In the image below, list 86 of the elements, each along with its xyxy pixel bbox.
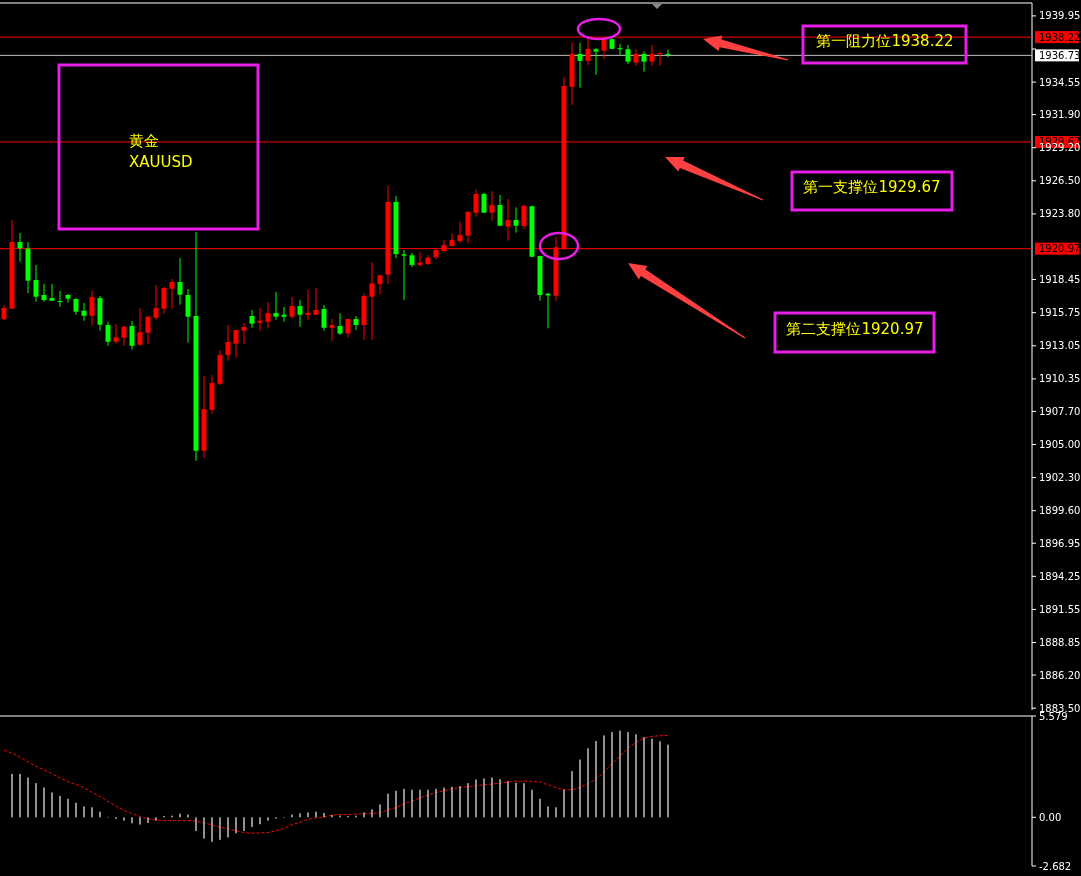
candlestick	[465, 210, 471, 244]
annotation: 第二支撑位1920.97	[786, 320, 924, 338]
candlestick	[497, 194, 503, 227]
candlestick	[257, 307, 263, 332]
y-tick-label: 1910.35	[1039, 373, 1081, 385]
candlestick	[65, 293, 71, 304]
candlestick	[401, 249, 407, 301]
candlestick	[225, 324, 231, 362]
candlestick	[337, 312, 343, 336]
candlestick	[313, 287, 319, 316]
candlestick	[521, 204, 527, 230]
candlestick	[41, 283, 47, 303]
candlestick	[145, 315, 151, 345]
candlestick	[505, 198, 511, 242]
candlestick	[577, 42, 583, 89]
candlestick	[161, 286, 167, 315]
candlestick	[129, 320, 135, 351]
candlestick	[89, 290, 95, 327]
candlestick	[177, 257, 183, 306]
candlestick	[289, 296, 295, 320]
candlestick	[489, 190, 495, 222]
y-tick-label: 1939.95	[1039, 10, 1081, 22]
annotation: 第一阻力位1938.22	[816, 32, 954, 50]
y-tick-label: 1894.25	[1039, 570, 1081, 582]
candlestick	[17, 232, 23, 263]
candlestick	[353, 315, 359, 331]
candlestick	[377, 274, 383, 295]
candlestick	[657, 51, 663, 67]
y-tick-label: 1926.50	[1039, 175, 1081, 187]
ref-line-label: 1920.97	[1039, 243, 1081, 255]
y-tick-label: 1918.45	[1039, 274, 1081, 286]
y-tick-label: 1902.30	[1039, 472, 1081, 484]
candlestick	[417, 251, 423, 268]
candlestick	[305, 289, 311, 321]
candlestick	[81, 302, 87, 322]
candlestick	[241, 322, 247, 345]
candlestick	[641, 51, 647, 73]
y-tick-label: 1915.75	[1039, 307, 1081, 319]
candlestick	[649, 44, 655, 67]
y-tick-label: 1899.60	[1039, 505, 1081, 517]
candlestick	[273, 291, 279, 321]
candlestick	[121, 325, 127, 347]
y-tick-label: 1905.00	[1039, 438, 1081, 450]
y-tick-label: 1931.90	[1039, 109, 1081, 121]
candlestick	[513, 206, 519, 234]
candlestick	[169, 278, 175, 310]
candlestick	[665, 49, 671, 58]
candlestick	[113, 323, 119, 345]
candlestick	[153, 284, 159, 321]
y-tick-label: 1886.20	[1039, 669, 1081, 681]
y-tick-label: 1923.80	[1039, 208, 1081, 220]
candlestick	[265, 301, 271, 329]
candlestick	[297, 299, 303, 328]
candlestick	[233, 329, 239, 359]
annotation: 第一支撑位1929.67	[803, 178, 941, 196]
candlestick	[473, 188, 479, 218]
candlestick	[457, 221, 463, 244]
candlestick	[281, 306, 287, 323]
y-tick-label: 1888.85	[1039, 637, 1081, 649]
candlestick	[33, 264, 39, 303]
candlestick	[249, 309, 255, 329]
y-tick-label: 1891.55	[1039, 603, 1081, 615]
y-tick-label: 0.00	[1039, 811, 1062, 823]
candlestick	[481, 192, 487, 214]
y-tick-label: 1907.70	[1039, 405, 1081, 417]
candlestick	[625, 44, 631, 65]
candlestick	[185, 288, 191, 344]
y-tick-label: 1913.05	[1039, 340, 1081, 352]
ref-line-label: 1938.22	[1039, 31, 1081, 43]
ref-line-label: 1936.73	[1039, 49, 1081, 61]
candlestick	[633, 48, 639, 67]
y-tick-label: -2.682	[1039, 860, 1072, 872]
y-tick-label: 1896.95	[1039, 537, 1081, 549]
candlestick	[105, 321, 111, 347]
y-tick-label: 1934.55	[1039, 76, 1081, 88]
candlestick	[345, 318, 351, 338]
candlestick	[369, 261, 375, 341]
candlestick	[57, 290, 63, 308]
candlestick	[585, 36, 591, 66]
candlestick	[321, 304, 327, 332]
candlestick	[593, 47, 599, 76]
candlestick	[49, 283, 55, 302]
line-series	[3, 734, 669, 834]
annotation: XAUUSD	[129, 153, 193, 171]
candlestick	[137, 307, 143, 347]
candlestick	[329, 318, 335, 342]
